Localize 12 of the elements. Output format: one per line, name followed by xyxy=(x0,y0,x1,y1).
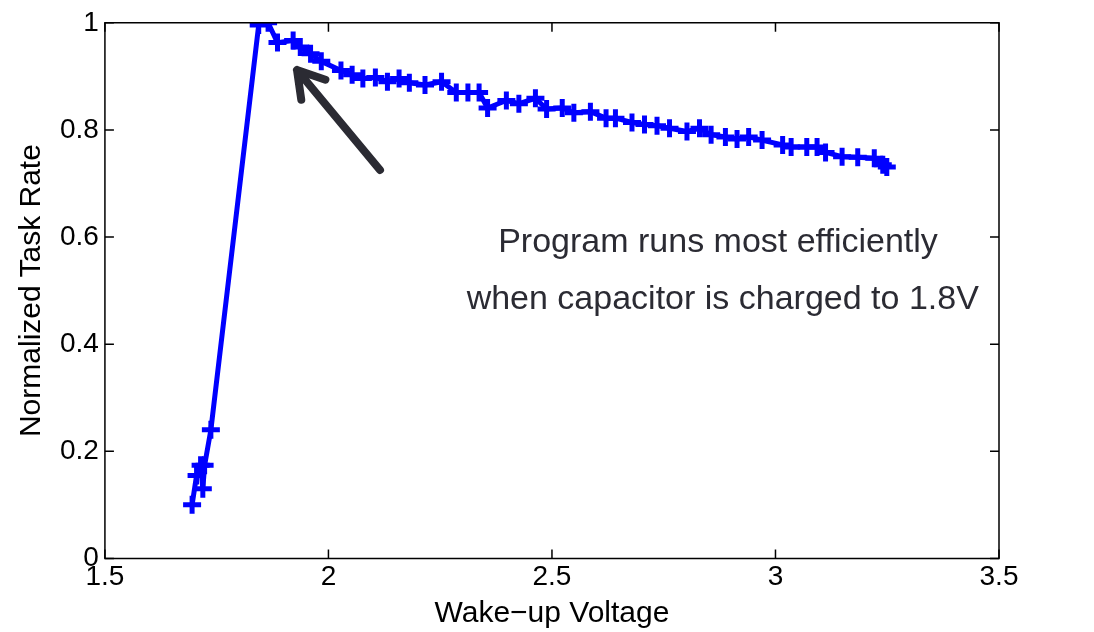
y-tick-label: 0.6 xyxy=(59,219,99,251)
y-tick-label: 1 xyxy=(83,5,99,37)
y-tick-label: 0.8 xyxy=(59,112,99,144)
annotation: Program runs most efficiently when capacitor is charged to 1.8V xyxy=(457,221,980,317)
y-tick-label: 0.2 xyxy=(59,434,99,465)
y-axis-title: Normalized Task Rate xyxy=(13,144,47,438)
x-tick-label: 3.5 xyxy=(979,559,1019,591)
x-tick-label: 3 xyxy=(767,559,784,591)
y-tick-label: 0.4 xyxy=(59,326,99,358)
x-tick-label: 2.5 xyxy=(532,559,572,591)
x-axis-title: Wake−up Voltage xyxy=(434,595,670,629)
x-tick-label: 2 xyxy=(320,559,337,591)
